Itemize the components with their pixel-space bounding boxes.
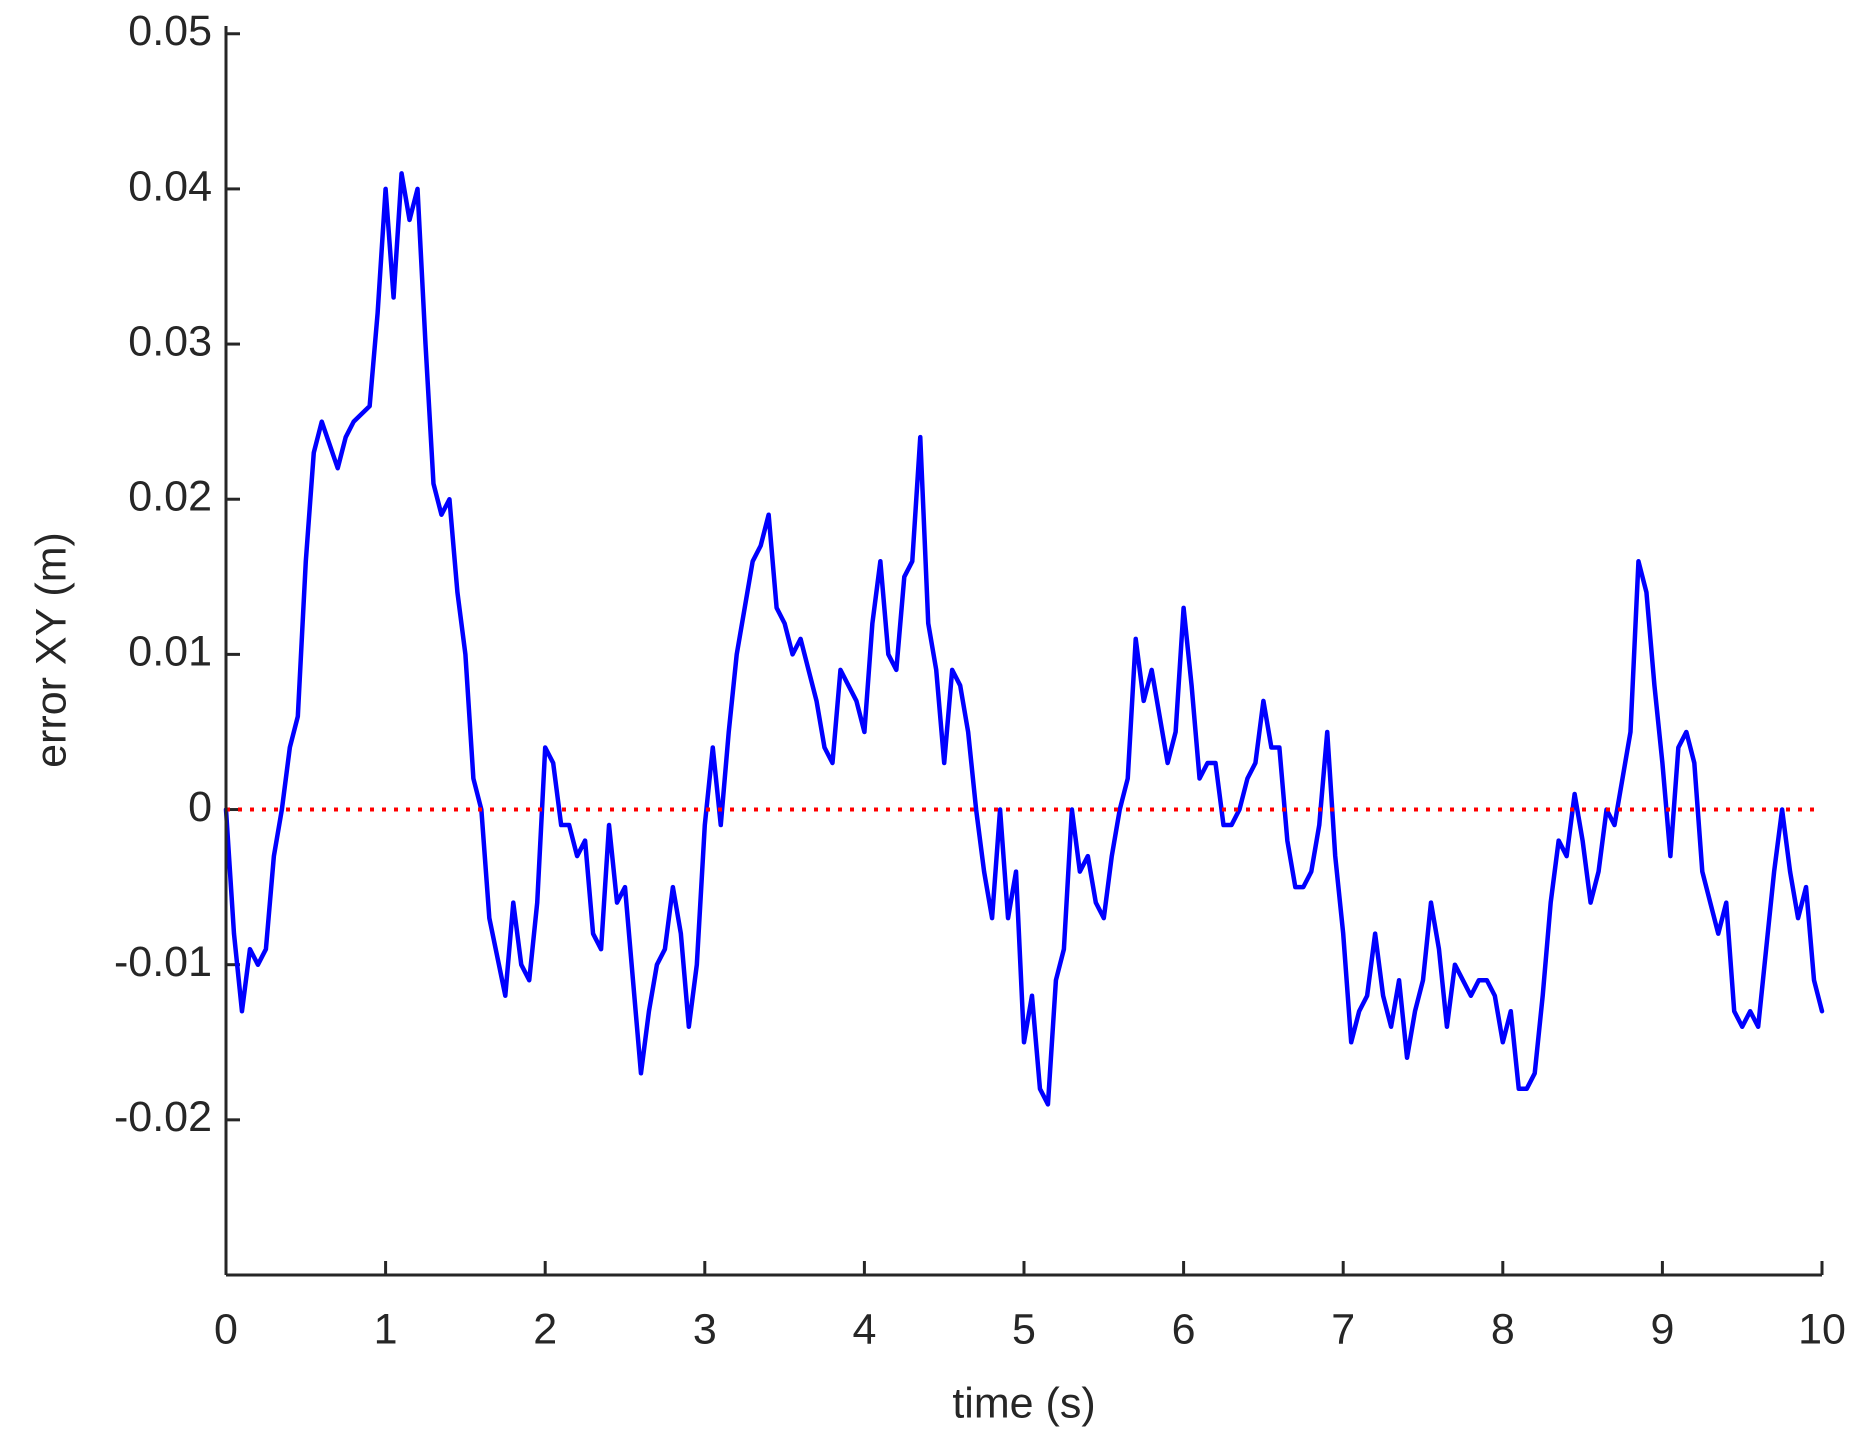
y-tick-label: 0.04 [128, 162, 212, 210]
x-tick-label: 10 [1798, 1305, 1846, 1353]
x-tick-label: 3 [693, 1305, 717, 1353]
x-tick-label: 8 [1491, 1305, 1515, 1353]
x-axis-label: time (s) [952, 1379, 1095, 1427]
y-tick-label: 0.01 [128, 628, 212, 676]
y-tick-label: 0.05 [128, 7, 212, 55]
y-tick-label: 0.03 [128, 317, 212, 365]
y-tick-label: 0.02 [128, 473, 212, 521]
x-tick-label: 1 [374, 1305, 398, 1353]
x-tick-label: 5 [1012, 1305, 1036, 1353]
x-tick-label: 6 [1172, 1305, 1196, 1353]
data-line [223, 171, 1825, 1107]
x-tick-label: 2 [533, 1305, 557, 1353]
y-tick-label: -0.02 [114, 1093, 212, 1141]
y-axis-label: error XY (m) [27, 532, 75, 768]
x-tick-label: 7 [1331, 1305, 1355, 1353]
y-tick-label: 0 [188, 783, 212, 831]
x-tick-label: 0 [214, 1305, 238, 1353]
x-tick-label: 9 [1650, 1305, 1674, 1353]
x-tick-label: 4 [852, 1305, 876, 1353]
y-tick-label: -0.01 [114, 938, 212, 986]
